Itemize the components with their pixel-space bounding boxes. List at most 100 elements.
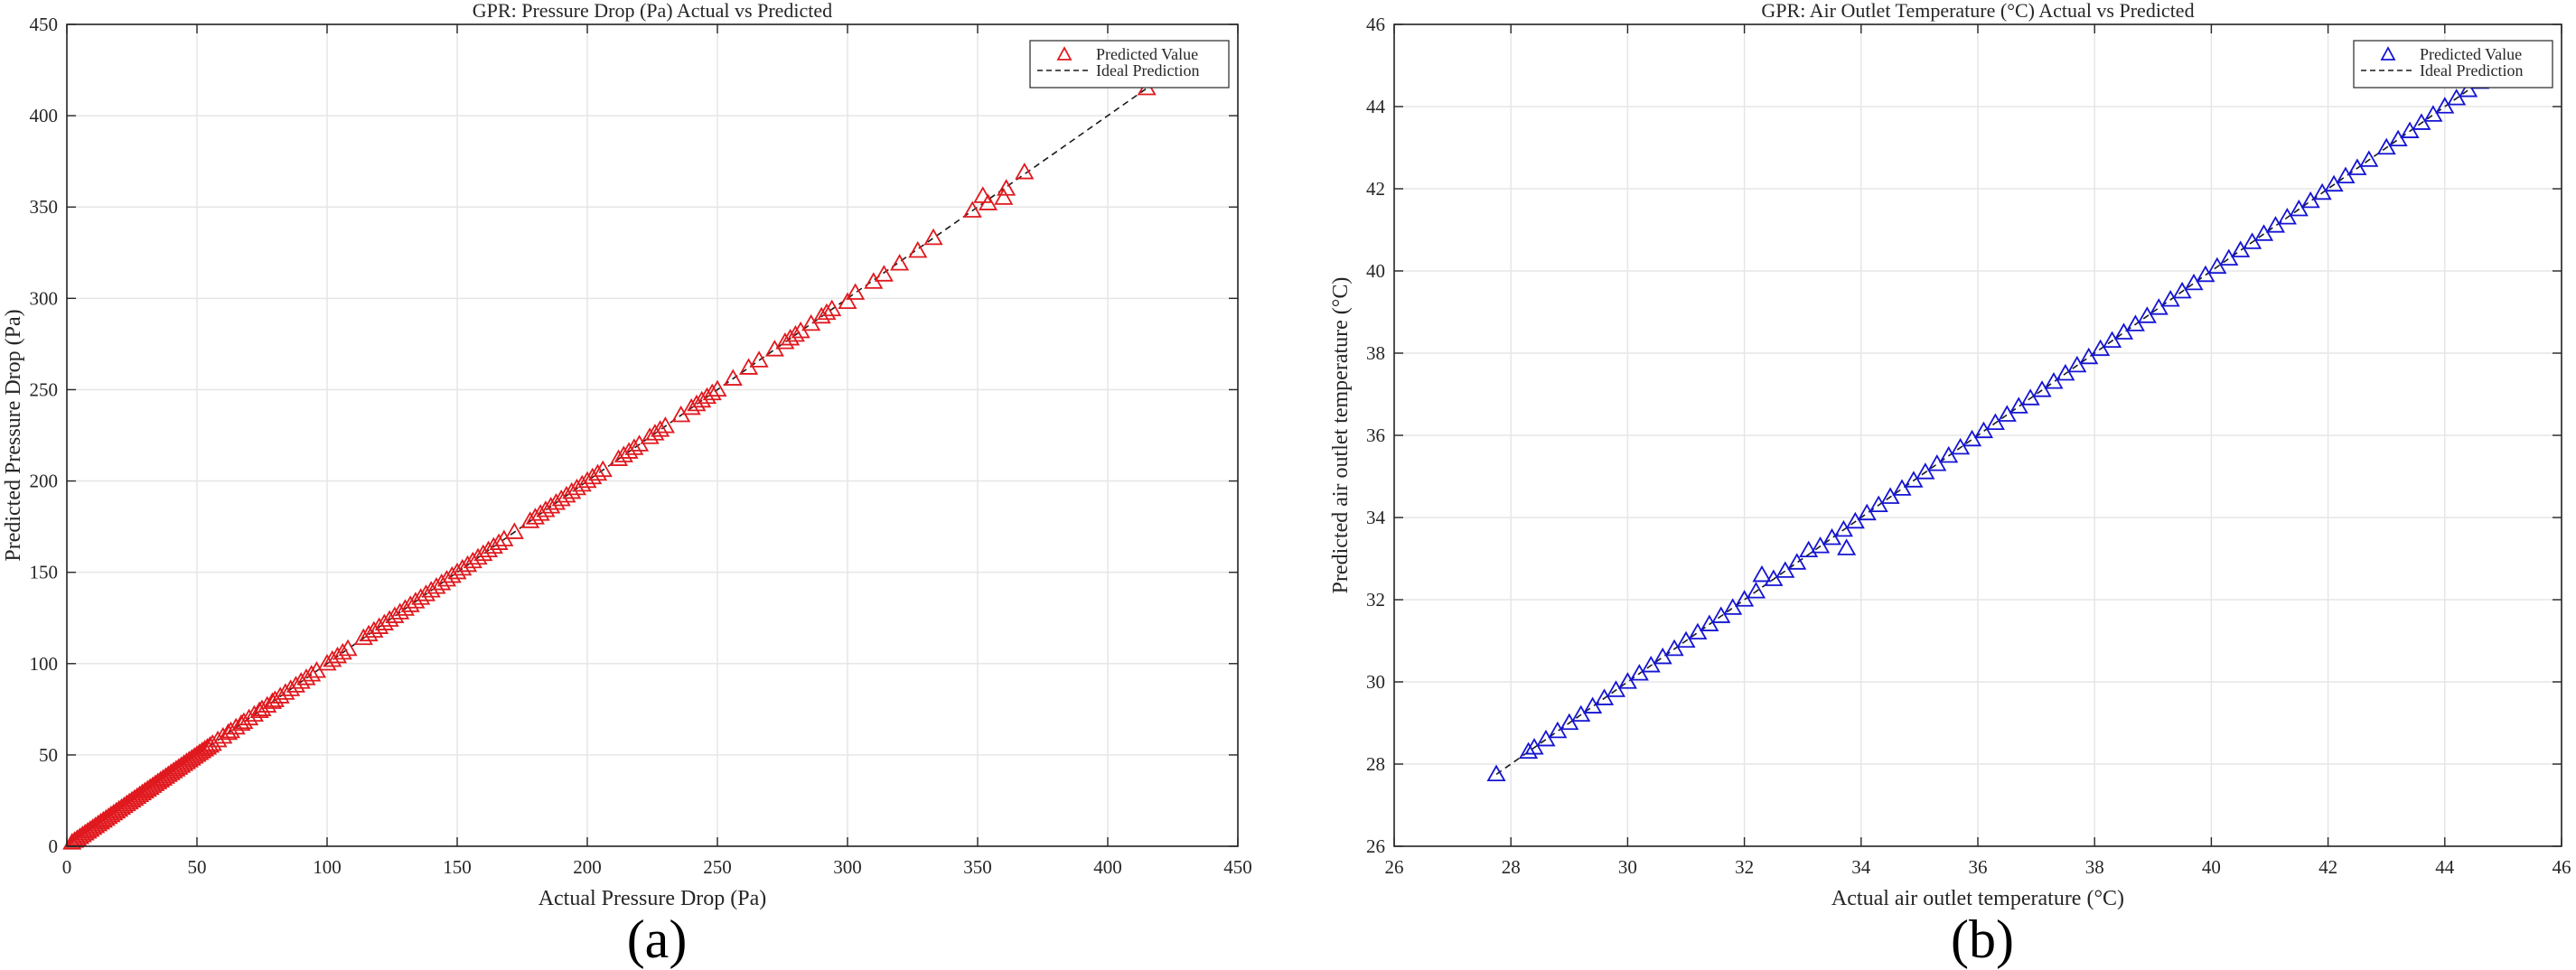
data-point (200, 735, 220, 753)
data-point (1833, 519, 1853, 537)
data-point (1752, 564, 1772, 583)
x-tick-label: 300 (833, 856, 862, 878)
data-point (2312, 182, 2332, 201)
legend-label: Ideal Prediction (1096, 61, 1199, 79)
data-point (822, 299, 842, 317)
legend-label: Predicted Value (2420, 45, 2522, 63)
data-point (2435, 97, 2455, 114)
data-point (2253, 224, 2274, 241)
data-point (2265, 216, 2286, 233)
data-point (874, 265, 894, 282)
data-point (962, 201, 982, 218)
data-point (2243, 232, 2262, 249)
x-tick-label: 36 (1969, 856, 1988, 878)
data-point (2300, 191, 2320, 209)
chart-panel-a: 0 50 100 150 200 250 300 350 400 450 0 50 100 150 200 2… (2, 0, 1252, 969)
data-point (1775, 561, 1795, 578)
x-tick-label: 46 (2553, 856, 2571, 878)
x-tick-label: 26 (1385, 856, 1404, 878)
y-tick-label: 28 (1366, 753, 1385, 775)
data-point (2277, 208, 2297, 225)
data-point (1711, 606, 1731, 623)
y-tick-label: 44 (1366, 96, 1386, 117)
data-point (1822, 527, 1842, 546)
data-point (2020, 388, 2040, 406)
data-point (2412, 113, 2431, 130)
y-tick-label: 34 (1366, 507, 1386, 528)
legend-label: Ideal Prediction (2420, 61, 2523, 79)
data-point (2172, 281, 2192, 299)
x-tick-label: 250 (703, 856, 732, 878)
axes-box (66, 23, 1239, 847)
data-point (838, 292, 857, 310)
panel-label: (a) (627, 909, 688, 969)
data-point (2459, 79, 2478, 98)
chart-title: GPR: Pressure Drop (Pa) Actual vs Predic… (473, 0, 832, 22)
data-point (2219, 248, 2239, 266)
y-tick-label: 36 (1366, 424, 1385, 446)
y-tick-label: 100 (30, 653, 59, 675)
data-point (2079, 347, 2099, 365)
data-point (1845, 511, 1865, 529)
data-point (1653, 647, 1672, 665)
data-point (2009, 396, 2028, 414)
data-point (2447, 89, 2467, 106)
data-point (1892, 479, 1912, 496)
data-point (1799, 540, 1819, 558)
data-point (2231, 240, 2251, 257)
data-point (195, 740, 215, 757)
data-point (1985, 413, 2005, 431)
data-point (226, 717, 246, 735)
y-tick-label: 42 (1366, 178, 1385, 200)
data-point (1962, 429, 1982, 447)
y-tick-label: 30 (1366, 671, 1385, 693)
data-point (2137, 306, 2157, 323)
data-point (1997, 405, 2017, 422)
x-tick-label: 450 (1223, 856, 1252, 878)
data-point (1723, 598, 1743, 615)
data-point (923, 228, 943, 246)
y-tick-label: 26 (1366, 835, 1385, 857)
y-tick-label: 38 (1366, 342, 1385, 364)
data-point (1519, 741, 1539, 759)
data-point (817, 303, 837, 321)
data-point (1688, 622, 1708, 640)
x-tick-label: 100 (313, 856, 342, 878)
data-point (1857, 503, 1877, 521)
data-point (1735, 590, 1755, 607)
data-point (994, 188, 1014, 205)
x-tick-label: 44 (2435, 856, 2455, 878)
data-point (219, 723, 239, 741)
x-tick-label: 400 (1093, 856, 1122, 878)
data-point (2376, 137, 2396, 155)
data-point (262, 692, 283, 709)
data-point (1629, 664, 1649, 681)
x-tick-label: 350 (963, 856, 992, 878)
data-point (1664, 639, 1684, 657)
y-tick-label: 400 (30, 105, 59, 126)
chart-title: GPR: Air Outlet Temperature (°C) Actual … (1761, 0, 2194, 22)
chart-panel-b: 26 28 30 32 34 36 38 40 42 44 46 26 28 30 32 34 36 38 40 42… (1329, 0, 2571, 969)
data-point (1880, 487, 1900, 504)
data-point (1536, 729, 1556, 747)
data-point (2289, 199, 2309, 217)
data-point (1595, 688, 1615, 705)
x-axis-label: Actual air outlet temperature (°C) (1831, 887, 2124, 910)
y-tick-label: 300 (30, 287, 59, 309)
data-point (258, 695, 277, 713)
data-point (973, 186, 993, 203)
data-point (2388, 129, 2408, 147)
data-point (1927, 454, 1947, 471)
data-point (213, 726, 233, 744)
data-point (2044, 372, 2064, 389)
data-point (333, 642, 352, 660)
data-point (1571, 704, 1591, 723)
y-axis-label: Predicted Pressure Drop (Pa) (2, 309, 25, 561)
y-tick-label: 450 (30, 14, 59, 35)
data-point (1641, 655, 1661, 673)
data-point (2207, 256, 2227, 275)
data-point (2032, 380, 2052, 397)
data-point (1951, 437, 1971, 455)
data-point (890, 254, 910, 271)
